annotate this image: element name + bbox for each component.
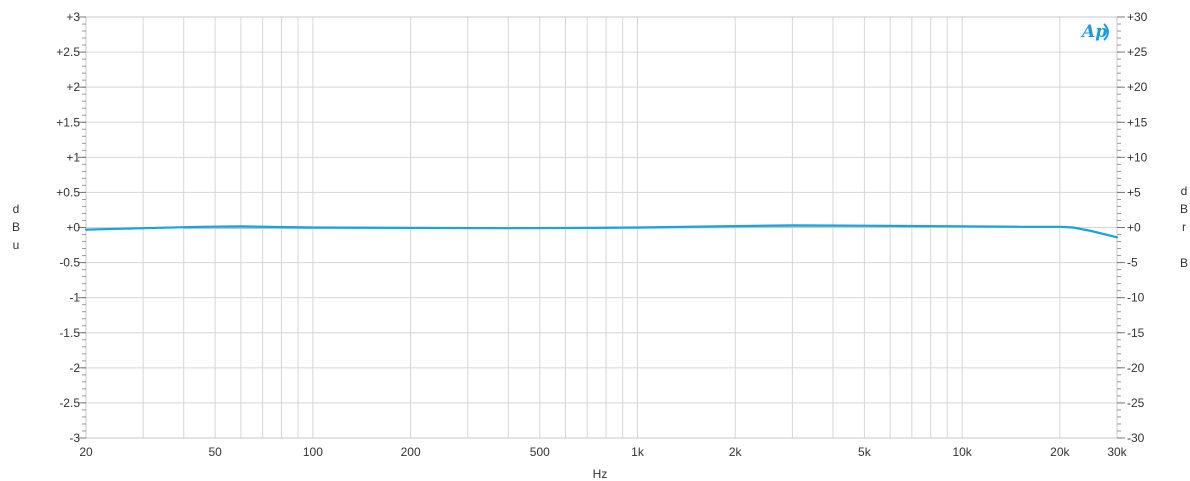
- x-tick-label: 2k: [729, 445, 743, 459]
- series-group: [84, 224, 1119, 239]
- axis-label-char: d: [1181, 184, 1188, 198]
- left-tick-label: -2.5: [59, 396, 80, 410]
- left-tick-label: +3: [66, 10, 80, 24]
- left-tick-label: -3: [69, 431, 80, 445]
- left-tick-label: +1.5: [56, 115, 80, 129]
- x-tick-label: 20: [79, 445, 93, 459]
- left-tick-label: +2: [66, 80, 80, 94]
- x-tick-label: 10k: [952, 445, 972, 459]
- right-tick-label: -15: [1127, 326, 1145, 340]
- axis-label-char: d: [13, 202, 20, 216]
- ap-logo: Ap: [1080, 22, 1109, 42]
- axis-label-char: r: [1182, 220, 1186, 234]
- axis-label-char: [1182, 238, 1185, 252]
- x-tick-label: 500: [530, 445, 550, 459]
- left-tick-label: +0: [66, 221, 80, 235]
- ap-logo-text: Ap: [1080, 22, 1107, 42]
- right-y-axis: +30 +25 +20 +15 +10 +5 +0 -5 -10 -15 -20 -25 -30: [1117, 10, 1148, 445]
- right-tick-label: +10: [1127, 150, 1148, 164]
- axis-label-char: B: [1180, 202, 1188, 216]
- left-tick-label: +0.5: [56, 185, 80, 199]
- left-tick-label: -0.5: [59, 256, 80, 270]
- right-tick-label: +15: [1127, 115, 1148, 129]
- right-tick-label: +0: [1127, 221, 1141, 235]
- left-tick-label: +2.5: [56, 45, 80, 59]
- right-tick-label: -10: [1127, 291, 1145, 305]
- right-tick-label: +20: [1127, 80, 1148, 94]
- axis-label-char: B: [1180, 256, 1188, 270]
- series-line: [84, 224, 1119, 239]
- left-tick-label: -1.5: [59, 326, 80, 340]
- left-tick-label: -1: [69, 291, 80, 305]
- right-tick-label: -20: [1127, 361, 1145, 375]
- x-axis-label: Hz: [593, 467, 608, 481]
- left-tick-label: -2: [69, 361, 80, 375]
- x-tick-label: 100: [303, 445, 323, 459]
- x-axis: 20 50 100 200 500 1k 2k 5k 10k 20k 30k: [79, 445, 1127, 459]
- right-tick-label: -30: [1127, 431, 1145, 445]
- x-tick-label: 5k: [858, 445, 872, 459]
- right-tick-label: -5: [1127, 256, 1138, 270]
- axis-label-char: u: [13, 238, 20, 252]
- right-tick-label: +5: [1127, 185, 1141, 199]
- right-tick-label: -25: [1127, 396, 1145, 410]
- right-tick-label: +25: [1127, 45, 1148, 59]
- left-y-axis: +3 +2.5 +2 +1.5 +1 +0.5 +0 -0.5 -1 -1.5 -2 -2.5 -3: [56, 10, 86, 445]
- x-tick-label: 200: [401, 445, 421, 459]
- x-tick-label: 20k: [1050, 445, 1070, 459]
- left-tick-label: +1: [66, 150, 80, 164]
- x-tick-label: 50: [208, 445, 222, 459]
- right-tick-label: +30: [1127, 10, 1148, 24]
- axis-label-char: B: [12, 220, 20, 234]
- x-tick-label: 30k: [1107, 445, 1127, 459]
- x-tick-label: 1k: [631, 445, 645, 459]
